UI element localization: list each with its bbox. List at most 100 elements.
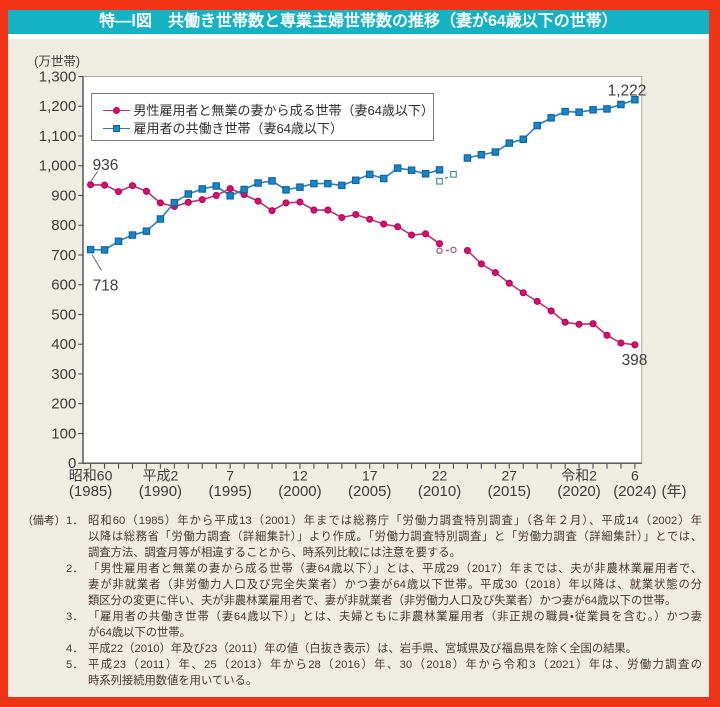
x-axis-era-label: 12 <box>292 468 308 484</box>
data-point-circle <box>310 206 318 214</box>
series-single-income <box>87 181 639 349</box>
data-point-circle <box>519 289 527 297</box>
data-point-square <box>128 231 137 239</box>
data-point-square <box>365 170 374 179</box>
note-text: 平成22（2010）年及び23（2011）年の値（白抜き表示）は、岩手県、宮城県… <box>88 641 702 657</box>
data-point-circle <box>589 320 597 328</box>
data-point-circle <box>198 196 206 204</box>
note-text: 平成23（2011）年、25（2013）年から28（2016）年、30（2018… <box>88 657 702 689</box>
y-axis-tick-label: 1,200 <box>39 98 77 115</box>
data-point-square <box>114 237 123 246</box>
y-axis-tick-label: 100 <box>51 425 76 442</box>
data-point-square <box>547 114 555 122</box>
x-axis-era-label: 6 <box>631 468 639 484</box>
legend-circle-marker-icon <box>102 106 130 116</box>
x-axis-year-label: (2010) <box>418 483 461 500</box>
data-point-circle <box>268 207 276 215</box>
note-item: （備考） 1． 昭和60（1985）年から平成13（2001）年までは総務庁「労働力… <box>22 513 702 561</box>
x-axis-year-label: (2000) <box>278 483 321 500</box>
note-number: 1． <box>66 514 84 527</box>
data-point-square <box>575 108 583 116</box>
data-point-circle <box>561 318 569 326</box>
data-point-square <box>324 179 332 188</box>
note-text-line: 「男性雇用者と無業の妻から成る世帯（妻64歳以下）」とは、平成29（2017）年… <box>88 562 702 575</box>
data-point-circle <box>394 223 402 231</box>
y-axis-tick-label: 900 <box>51 187 76 204</box>
legend-item-label: 雇用者の共働き世帯（妻64歳以下） <box>133 121 343 136</box>
data-point-circle <box>408 231 416 239</box>
x-axis-unit-label: (年) <box>662 483 687 500</box>
data-point-square <box>310 179 318 188</box>
data-point-hollow-square <box>436 177 443 185</box>
note-text-line: 平成23（2011）年、25（2013）年から28（2016）年、30（2018… <box>88 659 702 672</box>
data-point-square <box>477 150 486 159</box>
annotation-leader-line <box>91 254 102 271</box>
data-point-square <box>142 227 151 235</box>
annotation-leader-line <box>90 171 98 183</box>
x-axis-era-label: 22 <box>432 468 448 484</box>
note-text-line: 類区分の変更に伴い、夫が非農林業雇用者で、妻が非就業者（非労働力人口及び失業者）… <box>88 594 677 607</box>
data-point-circle <box>114 188 123 196</box>
x-axis-era-label: 昭和60 <box>69 468 113 484</box>
data-point-circle <box>380 220 388 228</box>
note-text-line: 昭和60（1985）年から平成13（2001）年までは総務庁「労働力調査特別調査… <box>88 514 702 527</box>
data-point-circle <box>324 206 332 214</box>
note-text-line: が64歳以下の世帯。 <box>88 627 191 640</box>
x-axis-year-label: (2005) <box>348 483 391 500</box>
data-point-circle <box>184 198 192 206</box>
notes-caption: （備考） <box>22 514 66 527</box>
note-text-line: 「雇用者の共働き世帯（妻64歳以下）」とは、夫婦ともに非農林業雇用者（非正規の職… <box>88 611 702 624</box>
data-label: 718 <box>93 278 119 295</box>
data-point-square <box>254 179 262 187</box>
data-point-circle <box>463 246 471 255</box>
legend-item: 雇用者の共働き世帯（妻64歳以下） <box>102 120 433 138</box>
data-point-circle <box>212 191 220 200</box>
x-axis-era-label: 27 <box>502 468 518 484</box>
data-point-square <box>282 186 290 194</box>
figure-title: 特―Ⅰ図 共働き世帯数と専業主婦世帯数の推移（妻が64歳以下の世帯） <box>99 13 618 30</box>
data-point-square <box>352 176 360 185</box>
plot-area <box>82 76 643 464</box>
data-point-circle <box>296 198 304 206</box>
line-chart: 0 100 200 300 400 500 600 700 800 900 1,000 1,100 1,… <box>34 55 687 501</box>
note-text-line: 調査方法、調査月等が相違することから、時系列比較には注意を要する。 <box>88 546 461 559</box>
data-point-square <box>226 192 234 200</box>
chart-legend: 男性雇用者と無業の妻から成る世帯（妻64歳以下） 雇用者の共働き世帯（妻64歳以下… <box>90 92 434 141</box>
x-axis-era-label: 17 <box>362 468 378 484</box>
y-axis-tick-label: 300 <box>51 366 76 383</box>
data-point-circle <box>491 268 499 277</box>
data-point-circle <box>435 240 444 248</box>
x-axis-era-label: 令和2 <box>561 468 597 484</box>
data-point-circle <box>226 185 234 193</box>
data-point-circle <box>338 213 346 222</box>
y-axis-tick-label: 1,300 <box>39 69 77 86</box>
y-axis-tick-label: 200 <box>51 396 76 413</box>
note-text-line: 平成22（2010）年及び23（2011）年の値（白抜き表示）は、岩手県、宮城県… <box>88 643 638 656</box>
data-point-square <box>463 154 472 162</box>
x-axis-year-label: (2015) <box>488 483 531 500</box>
data-point-square <box>268 177 276 185</box>
data-point-square <box>631 95 639 104</box>
data-point-circle <box>282 199 290 207</box>
note-item: 5． 平成23（2011）年、25（2013）年から28（2016）年、30（20… <box>22 657 702 689</box>
y-axis-tick-label: 700 <box>51 247 76 264</box>
series-dual-income <box>86 95 639 254</box>
legend-square-marker-icon <box>102 124 130 134</box>
note-text: 昭和60（1985）年から平成13（2001）年までは総務庁「労働力調査特別調査… <box>88 513 702 561</box>
note-text-line: 妻が非就業者（非労働力人口及び完全失業者）かつ妻が64歳以下世帯。平成30（20… <box>88 578 702 591</box>
data-point-circle <box>128 182 137 190</box>
data-point-circle <box>254 197 262 205</box>
note-item: 3． 「雇用者の共働き世帯（妻64歳以下）」とは、夫婦ともに非農林業雇用者（非正規… <box>22 609 702 641</box>
legend-item: 男性雇用者と無業の妻から成る世帯（妻64歳以下） <box>102 102 434 120</box>
data-label: 1,222 <box>608 83 647 100</box>
y-axis-tick-label: 1,000 <box>39 158 77 175</box>
data-point-circle <box>603 331 611 339</box>
data-point-circle <box>477 260 485 268</box>
data-point-circle <box>366 215 374 223</box>
data-point-circle <box>575 320 583 328</box>
data-point-circle <box>156 199 164 207</box>
data-point-square <box>184 190 193 198</box>
data-point-hollow-square <box>450 170 457 178</box>
data-point-square <box>198 185 207 193</box>
